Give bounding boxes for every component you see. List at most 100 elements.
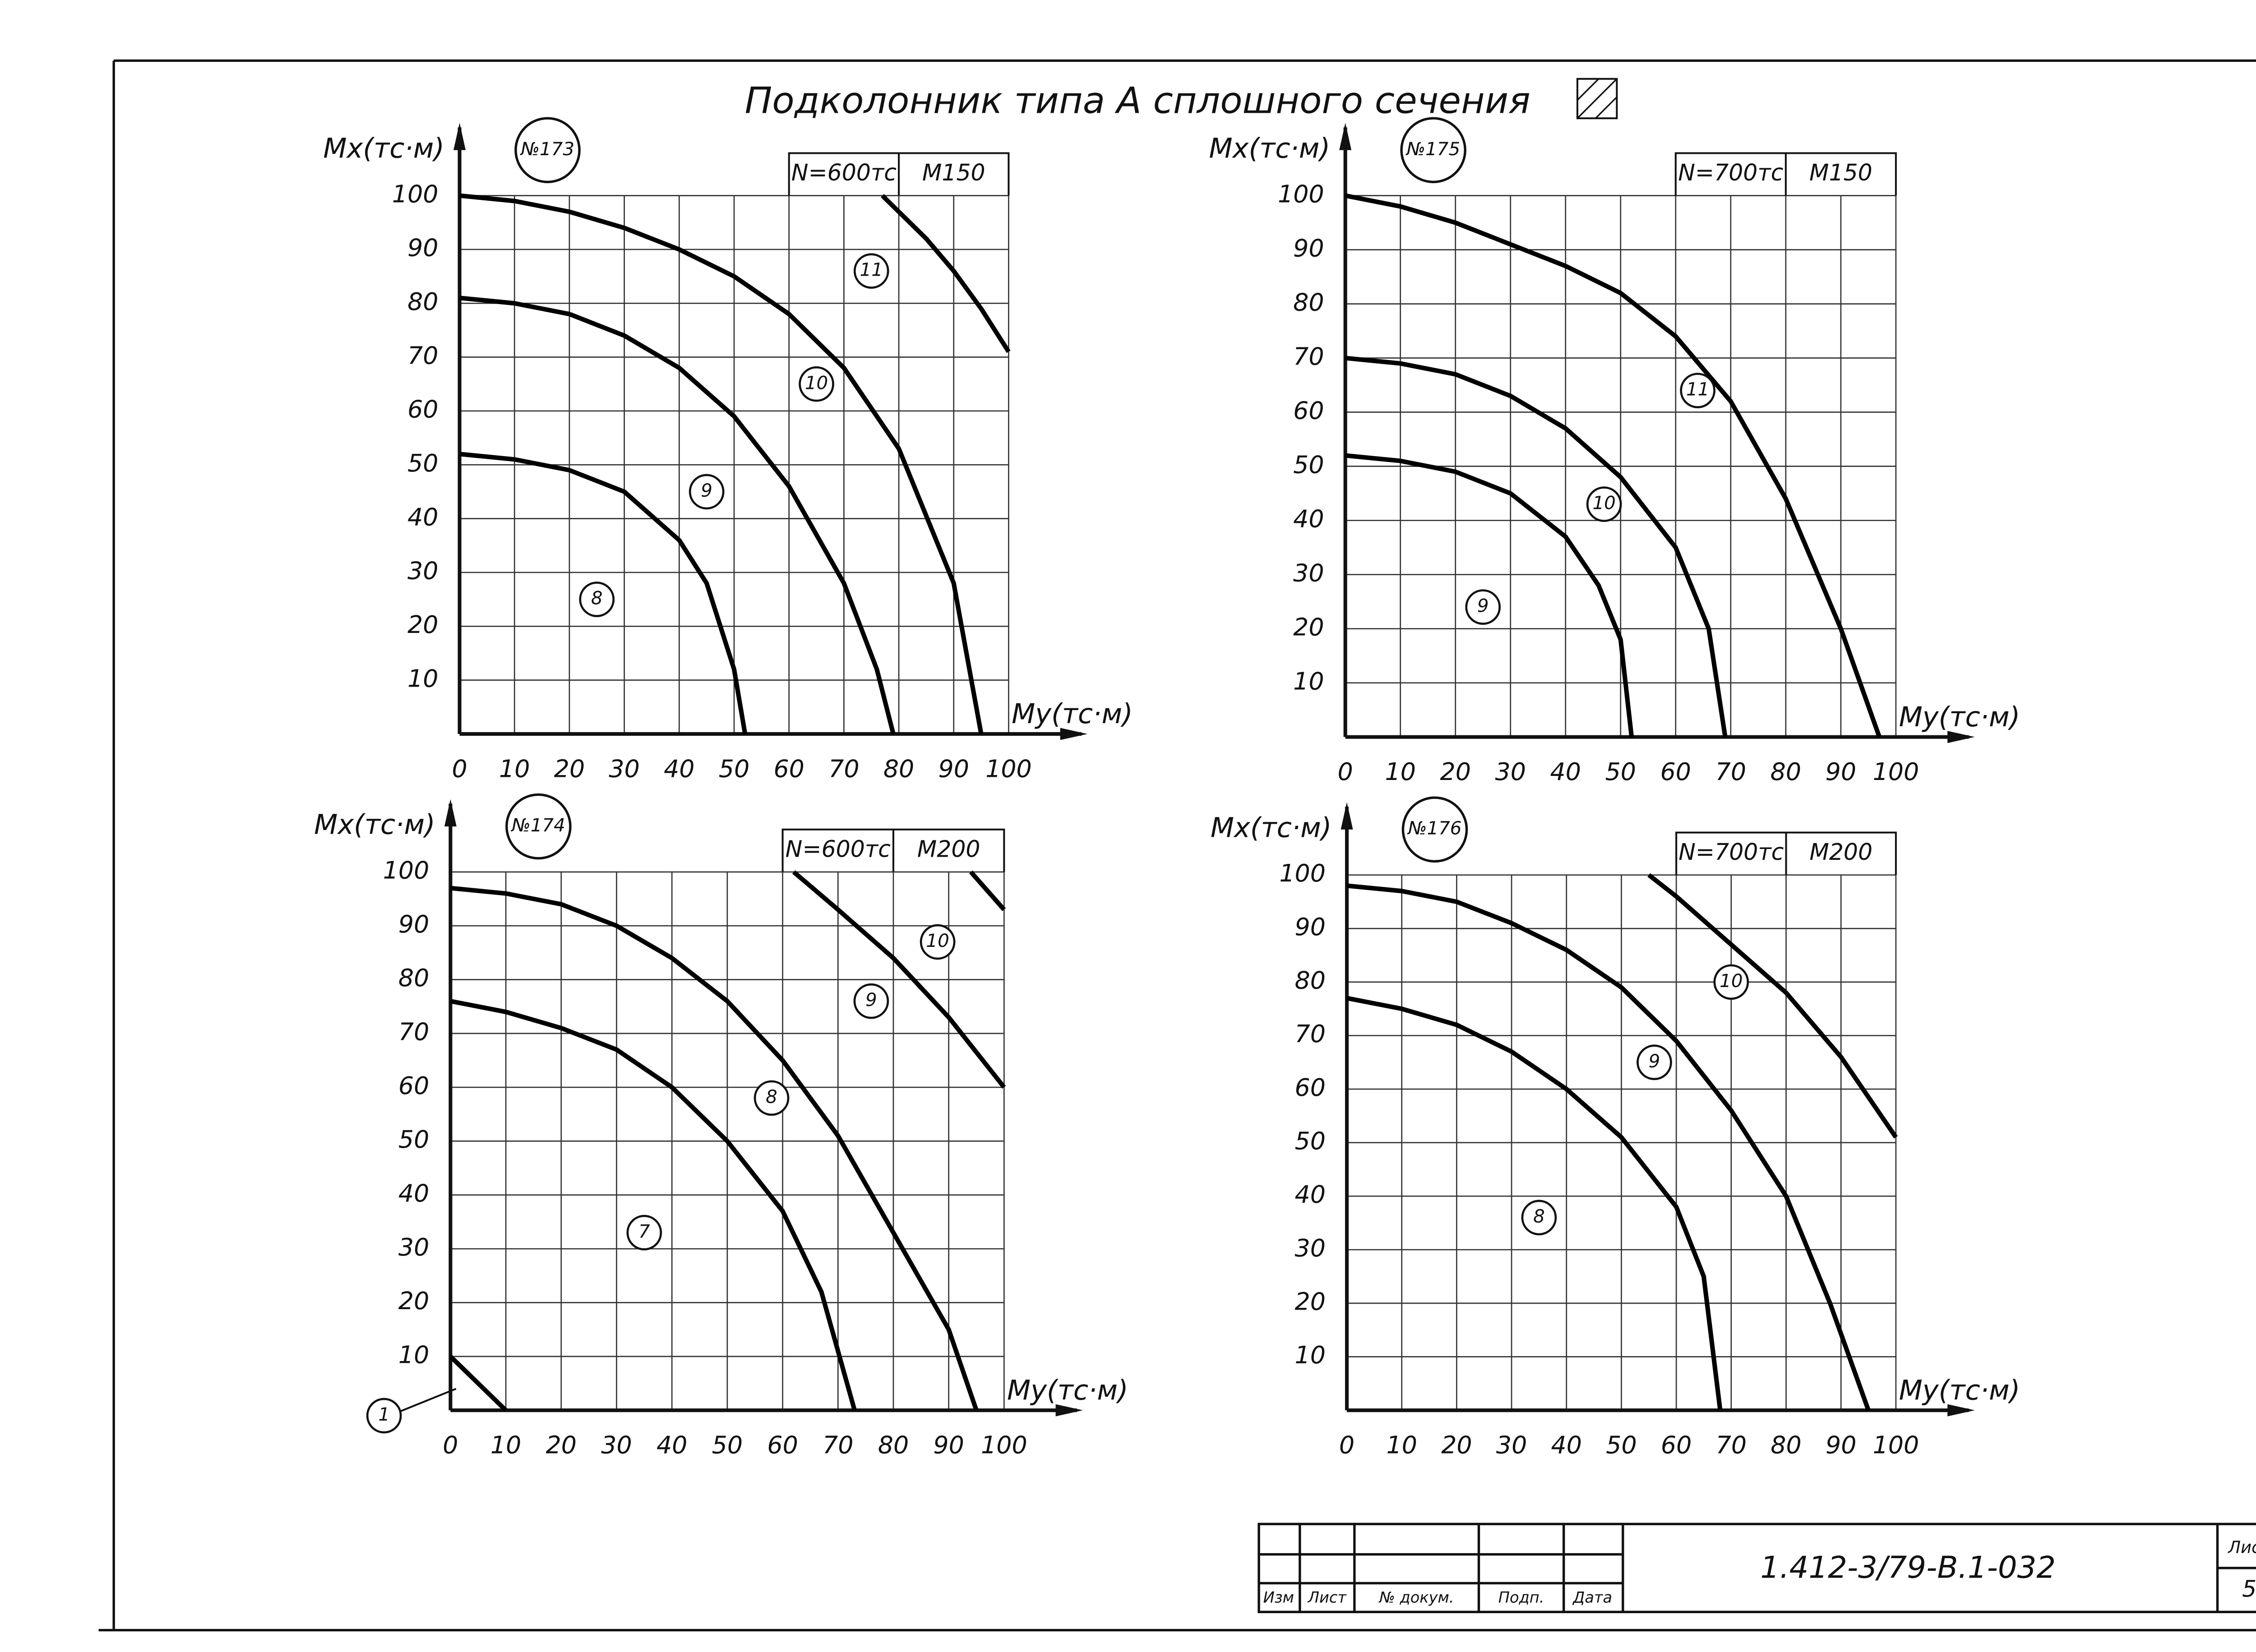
y-tick-label: 100 (1279, 859, 1326, 887)
y-tick-label: 80 (398, 964, 429, 992)
annotation: N=600тс (786, 835, 891, 862)
curve-label: 7 (638, 1221, 650, 1242)
x-tick-label: 70 (1715, 757, 1746, 786)
x-tick-label: 80 (883, 754, 914, 783)
y-axis-label: Mx(тс·м) (1211, 812, 1332, 844)
y-tick-label: 90 (407, 234, 438, 262)
x-tick-label: 40 (664, 754, 694, 783)
stamp-column: Изм (1263, 1589, 1294, 1606)
y-tick-label: 10 (407, 664, 438, 692)
curve (1345, 355, 1728, 738)
y-tick-label: 10 (398, 1340, 429, 1369)
annotation: М200 (917, 835, 980, 862)
y-tick-label: 40 (1295, 1180, 1326, 1209)
x-tick-label: 10 (1385, 757, 1415, 786)
x-axis-arrow (1060, 728, 1088, 740)
x-tick-label: 10 (499, 754, 530, 783)
x-tick-label: 100 (981, 1431, 1027, 1459)
curve (448, 1355, 508, 1412)
x-tick-label: 80 (1771, 1431, 1801, 1459)
curve-label: 9 (865, 989, 877, 1011)
x-tick-label: 80 (1771, 757, 1801, 786)
y-axis-label: Mx(тс·м) (314, 809, 435, 841)
y-tick-label: 60 (398, 1071, 429, 1100)
curve-label-circle (579, 581, 615, 617)
x-tick-label: 0 (443, 1431, 458, 1459)
chart-label-circle (505, 793, 572, 860)
y-axis-label: Mx(тс·м) (323, 133, 444, 164)
curve (881, 194, 1011, 353)
annotation: N=700тс (1678, 839, 1784, 865)
stamp-column: Подп. (1498, 1589, 1544, 1606)
curve (1346, 883, 1871, 1411)
annotation: М200 (1809, 839, 1872, 865)
curve-label: 11 (860, 259, 883, 281)
y-tick-label: 30 (1293, 558, 1324, 587)
y-tick-label: 80 (1293, 288, 1324, 316)
curve (459, 452, 748, 734)
curve-label: 10 (926, 930, 949, 951)
curve-label-circle (1586, 486, 1622, 522)
x-tick-label: 20 (1441, 1431, 1472, 1459)
x-tick-label: 30 (1495, 757, 1526, 786)
y-tick-label: 10 (1293, 667, 1324, 695)
annotation: N=600тс (791, 159, 897, 186)
curve (1345, 453, 1634, 738)
chart-label-circle (1401, 796, 1468, 863)
x-tick-label: 0 (1339, 1431, 1355, 1459)
x-tick-label: 100 (1873, 1431, 1919, 1459)
y-tick-label: 50 (1295, 1127, 1326, 1155)
y-tick-label: 50 (1293, 450, 1324, 479)
y-tick-label: 100 (392, 180, 439, 208)
y-tick-label: 20 (1293, 613, 1324, 641)
x-tick-label: 50 (1606, 1431, 1637, 1459)
sheet-label: Лист (2227, 1538, 2256, 1557)
curve-label: 11 (1686, 379, 1709, 400)
header-box (788, 152, 1010, 196)
y-tick-label: 70 (398, 1017, 429, 1046)
x-tick-label: 40 (1551, 1431, 1582, 1459)
curve (450, 999, 857, 1411)
curve-label: 10 (1593, 493, 1616, 514)
x-tick-label: 70 (1716, 1431, 1747, 1459)
curve-label: 9 (1477, 595, 1489, 617)
x-tick-label: 20 (546, 1431, 577, 1459)
y-tick-label: 90 (1295, 913, 1326, 941)
curve-label: 9 (701, 480, 712, 501)
curve-label-circle (754, 1080, 790, 1116)
x-tick-label: 100 (985, 754, 1032, 783)
y-tick-label: 20 (1295, 1287, 1326, 1315)
x-tick-label: 20 (1440, 757, 1471, 786)
stamp-column: Лист (1308, 1589, 1347, 1606)
curve (1345, 193, 1882, 738)
x-axis-label: My(тс·м) (1899, 701, 2020, 733)
frame (98, 59, 2256, 1632)
curve-label: 9 (1649, 1051, 1660, 1072)
curve-label-circle (1713, 964, 1749, 1000)
y-tick-label: 70 (407, 341, 438, 369)
curve-label: 8 (766, 1086, 777, 1107)
x-tick-label: 60 (1661, 1431, 1692, 1459)
curve-label-circle (1680, 373, 1715, 408)
y-tick-label: 20 (398, 1287, 429, 1315)
curve-label-circle (853, 253, 889, 289)
curve-label-circle (799, 366, 834, 402)
curve (459, 193, 984, 734)
y-tick-label: 50 (398, 1125, 429, 1154)
y-axis-arrow (1341, 802, 1353, 830)
curve-label-circle (366, 1398, 402, 1434)
curve (1647, 873, 1898, 1139)
y-tick-label: 100 (1278, 180, 1324, 208)
x-tick-label: 30 (609, 754, 639, 783)
y-tick-label: 30 (1295, 1234, 1326, 1262)
sheet-title: Подколонник типа А сплошного сечения (745, 80, 1530, 122)
x-tick-label: 60 (767, 1431, 798, 1459)
x-tick-label: 90 (933, 1431, 964, 1459)
curve-label: 10 (1720, 970, 1743, 992)
annotation: М150 (1809, 159, 1872, 186)
curve-label-circle (1521, 1200, 1557, 1236)
x-tick-label: 80 (878, 1431, 909, 1459)
x-tick-label: 70 (823, 1431, 853, 1459)
x-tick-label: 30 (601, 1431, 632, 1459)
